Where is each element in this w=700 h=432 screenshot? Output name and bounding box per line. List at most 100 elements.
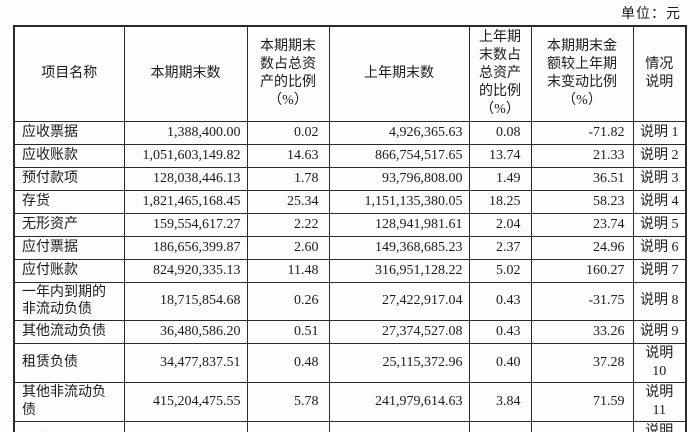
column-header-current-period-asset-ratio: 本期期末 数占总资 产的比例 （%） [246, 25, 330, 122]
column-header-current-period-amount: 本期期末数 [123, 25, 248, 122]
cell-prior-pct: 3.84 [468, 382, 532, 422]
table-row: 存货 1,821,465,168.45 25.34 1,151,135,380.05 1… [13, 189, 687, 214]
column-header-explanation: 情况 说明 [632, 25, 687, 122]
cell-current-amount: 128,038,446.13 [123, 166, 248, 191]
cell-item-name: 存货 [13, 189, 125, 214]
cell-item-name: 股本 [13, 420, 125, 432]
cell-current-pct: 5.78 [246, 382, 330, 422]
cell-prior-amount: 25,115,372.96 [328, 343, 470, 384]
cell-note: 说明 6 [632, 235, 687, 260]
table-row: 应收票据 1,388,400.00 0.02 4,926,365.63 0.08 -71.… [13, 120, 687, 145]
cell-prior-amount: 93,796,808.00 [328, 166, 470, 191]
cell-change-pct: 48.31 [530, 420, 634, 432]
cell-note: 说明 3 [632, 166, 687, 191]
cell-prior-amount: 1,151,135,380.05 [328, 189, 470, 214]
cell-change-pct: 33.26 [530, 320, 634, 345]
financial-items-table: 项目名称 本期期末数 本期期末 数占总资 产的比例 （%） 上年期末数 上年期 … [13, 25, 687, 432]
cell-item-name: 其他非流动负 债 [13, 382, 125, 422]
cell-change-pct: 21.33 [530, 143, 634, 168]
cell-current-pct: 0.51 [246, 320, 330, 345]
cell-prior-pct: 2.37 [468, 235, 532, 260]
cell-prior-pct: 7.16 [468, 420, 532, 432]
column-header-prior-year-asset-ratio: 上年期 末数占 总资产 的比例 （%） [468, 25, 532, 122]
cell-prior-amount: 128,941,981.61 [328, 212, 470, 237]
cell-prior-amount: 241,979,614.63 [328, 382, 470, 422]
table-row: 股本670,183,308.009.32451,878,028.007.1648… [13, 420, 687, 432]
cell-current-amount: 670,183,308.00 [123, 420, 248, 432]
cell-note: 说明 10 [632, 343, 687, 384]
cell-current-amount: 36,480,586.20 [123, 320, 248, 345]
cell-item-name: 其他流动负债 [13, 320, 125, 345]
column-header-prior-year-amount: 上年期末数 [328, 25, 470, 122]
table-header: 项目名称 本期期末数 本期期末 数占总资 产的比例 （%） 上年期末数 上年期 … [13, 25, 687, 122]
cell-item-name: 一年内到期的 非流动负债 [13, 281, 125, 322]
cell-prior-amount: 27,422,917.04 [328, 281, 470, 322]
cell-current-pct: 25.34 [246, 189, 330, 214]
cell-prior-pct: 1.49 [468, 166, 532, 191]
cell-note: 说明 4 [632, 189, 687, 214]
cell-current-amount: 159,554,617.27 [123, 212, 248, 237]
cell-prior-pct: 18.25 [468, 189, 532, 214]
cell-current-pct: 11.48 [246, 258, 330, 283]
table-row: 预付款项 128,038,446.13 1.78 93,796,808.00 1.49 3… [13, 166, 687, 191]
cell-note: 说明 11 [632, 382, 687, 422]
cell-prior-pct: 0.43 [468, 281, 532, 322]
cell-note: 说明 5 [632, 212, 687, 237]
cell-change-pct: 160.27 [530, 258, 634, 283]
cell-current-amount: 415,204,475.55 [123, 382, 248, 422]
unit-label: 单位：元 [621, 7, 681, 22]
cell-prior-amount: 451,878,028.00 [328, 420, 470, 432]
table-row: 一年内到期的 非流动负债 18,715,854.68 0.26 27,422,917.… [13, 281, 687, 322]
table-row: 应付账款 824,920,335.13 11.48 316,951,128.22 5.0… [13, 258, 687, 283]
cell-change-pct: 37.28 [530, 343, 634, 384]
cell-prior-amount: 149,368,685.23 [328, 235, 470, 260]
cell-current-pct: 0.26 [246, 281, 330, 322]
table-row: 其他非流动负 债 415,204,475.55 5.78 241,979,614.63… [13, 382, 687, 422]
cell-current-pct: 14.63 [246, 143, 330, 168]
cell-item-name: 应收票据 [13, 120, 125, 145]
column-header-item-name: 项目名称 [13, 25, 125, 122]
cell-prior-pct: 0.08 [468, 120, 532, 145]
cell-prior-pct: 0.43 [468, 320, 532, 345]
cell-current-pct: 1.78 [246, 166, 330, 191]
cell-note: 说明 9 [632, 320, 687, 345]
cell-current-pct: 2.60 [246, 235, 330, 260]
table-row: 租赁负债 34,477,837.51 0.48 25,115,372.96 0.40 37… [13, 343, 687, 384]
table-body: 应收票据 1,388,400.00 0.02 4,926,365.63 0.08 -71.… [13, 120, 687, 432]
cell-current-pct: 2.22 [246, 212, 330, 237]
cell-item-name: 应付票据 [13, 235, 125, 260]
cell-prior-pct: 0.40 [468, 343, 532, 384]
cell-change-pct: -71.82 [530, 120, 634, 145]
cell-prior-amount: 866,754,517.65 [328, 143, 470, 168]
column-header-change-ratio: 本期期末金 额较上年期 末变动比例 （%） [530, 25, 634, 122]
cell-current-amount: 1,388,400.00 [123, 120, 248, 145]
cell-item-name: 应收账款 [13, 143, 125, 168]
cell-current-pct: 9.32 [246, 420, 330, 432]
cell-current-amount: 1,821,465,168.45 [123, 189, 248, 214]
cell-change-pct: 36.51 [530, 166, 634, 191]
cell-note: 说明 8 [632, 281, 687, 322]
cell-note: 说明 12 [632, 420, 687, 432]
cell-change-pct: 24.96 [530, 235, 634, 260]
cell-change-pct: -31.75 [530, 281, 634, 322]
cell-item-name: 预付款项 [13, 166, 125, 191]
cell-prior-pct: 2.04 [468, 212, 532, 237]
cell-current-amount: 1,051,603,149.82 [123, 143, 248, 168]
cell-current-pct: 0.48 [246, 343, 330, 384]
cell-current-amount: 34,477,837.51 [123, 343, 248, 384]
cell-prior-pct: 13.74 [468, 143, 532, 168]
table-row: 应付票据 186,656,399.87 2.60 149,368,685.23 2.37… [13, 235, 687, 260]
cell-change-pct: 23.74 [530, 212, 634, 237]
table-row: 无形资产 159,554,617.27 2.22 128,941,981.61 2.04… [13, 212, 687, 237]
cell-current-pct: 0.02 [246, 120, 330, 145]
table-row: 其他流动负债 36,480,586.20 0.51 27,374,527.08 0.43… [13, 320, 687, 345]
cell-change-pct: 58.23 [530, 189, 634, 214]
cell-note: 说明 2 [632, 143, 687, 168]
cell-prior-amount: 27,374,527.08 [328, 320, 470, 345]
cell-current-amount: 824,920,335.13 [123, 258, 248, 283]
cell-note: 说明 7 [632, 258, 687, 283]
cell-prior-pct: 5.02 [468, 258, 532, 283]
cell-item-name: 无形资产 [13, 212, 125, 237]
table-row: 应收账款 1,051,603,149.82 14.63 866,754,517.65 1… [13, 143, 687, 168]
